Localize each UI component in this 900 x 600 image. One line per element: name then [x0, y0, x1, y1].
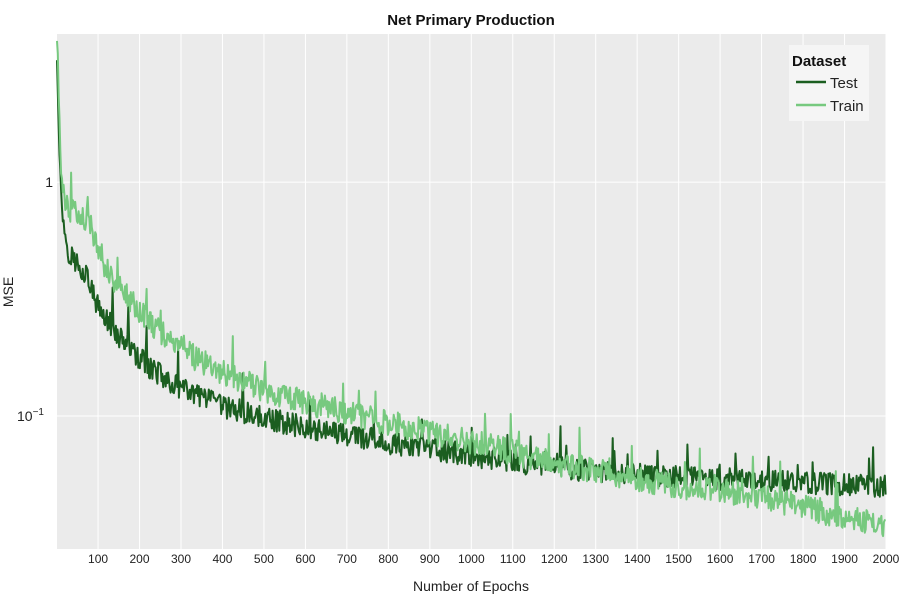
x-tick-label: 1600 [707, 552, 734, 566]
x-tick-label: 1300 [582, 552, 609, 566]
legend-label-train: Train [830, 98, 864, 115]
y-tick-label: 1 [45, 174, 53, 190]
x-tick-label: 1100 [500, 552, 526, 566]
x-tick-labels: 100 200 300 400 500 600 700 800 900 1000 1100 1200 1… [88, 552, 900, 566]
x-tick-label: 500 [254, 552, 274, 566]
y-axis-title: MSE [0, 277, 16, 307]
x-tick-label: 600 [295, 552, 315, 566]
x-tick-label: 300 [171, 552, 191, 566]
x-tick-label: 1700 [748, 552, 775, 566]
x-tick-label: 200 [130, 552, 150, 566]
x-tick-label: 2000 [873, 552, 900, 566]
legend-label-test: Test [830, 75, 858, 92]
x-tick-label: 1400 [624, 552, 651, 566]
y-tick-label: 10−1 [17, 407, 44, 424]
series-line-train [56, 40, 886, 538]
y-tick-labels: 1 10−1 [17, 174, 53, 424]
x-tick-label: 700 [337, 552, 357, 566]
x-tick-label: 800 [378, 552, 398, 566]
chart-title: Net Primary Production [387, 12, 555, 29]
x-tick-label: 1500 [665, 552, 692, 566]
x-tick-label: 1000 [458, 552, 485, 566]
x-axis-title: Number of Epochs [413, 578, 529, 594]
x-tick-label: 1900 [831, 552, 858, 566]
series-layer [56, 40, 887, 538]
x-tick-label: 400 [212, 552, 232, 566]
legend: Dataset Test Train [789, 45, 869, 121]
x-tick-label: 100 [88, 552, 108, 566]
legend-title: Dataset [792, 53, 846, 70]
x-tick-label: 1200 [541, 552, 568, 566]
x-tick-label: 1800 [790, 552, 817, 566]
x-tick-label: 900 [420, 552, 440, 566]
